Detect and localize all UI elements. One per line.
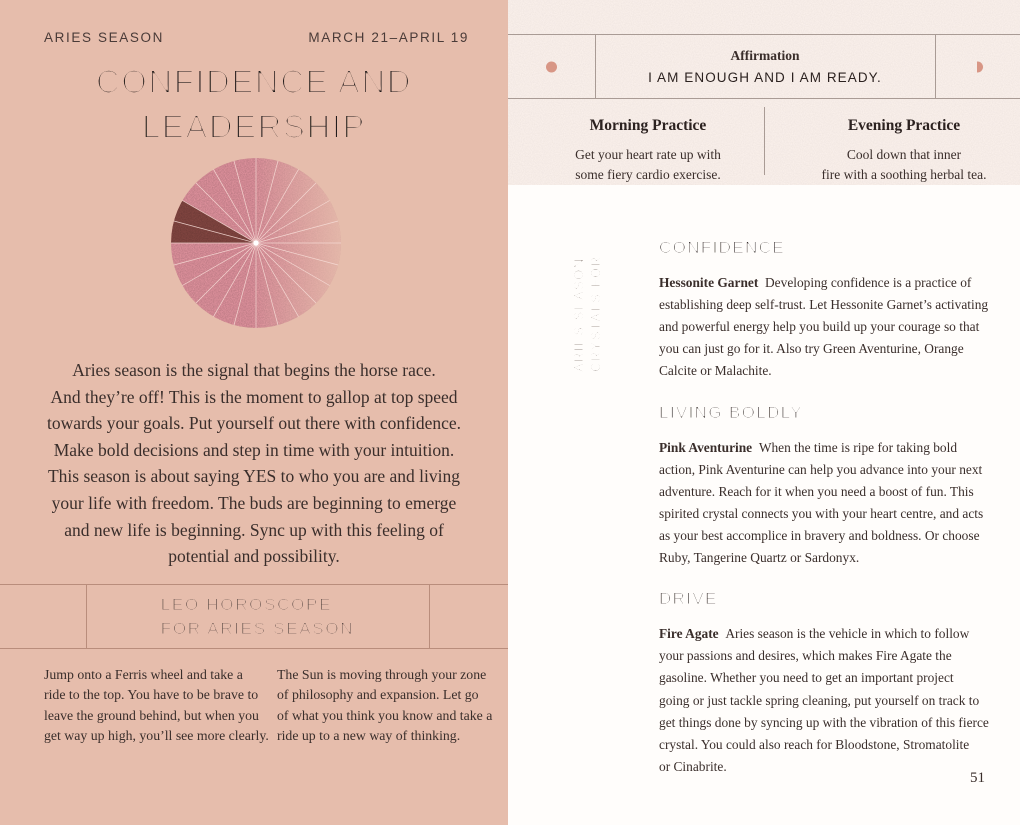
svg-text:CONFIDENCE AND: CONFIDENCE AND: [96, 63, 412, 100]
svg-text:ARIES SEASON: ARIES SEASON: [571, 257, 586, 372]
svg-text:LEADERSHIP: LEADERSHIP: [142, 108, 366, 145]
svg-text:CRYSTALS FOR: CRYSTALS FOR: [588, 256, 603, 372]
